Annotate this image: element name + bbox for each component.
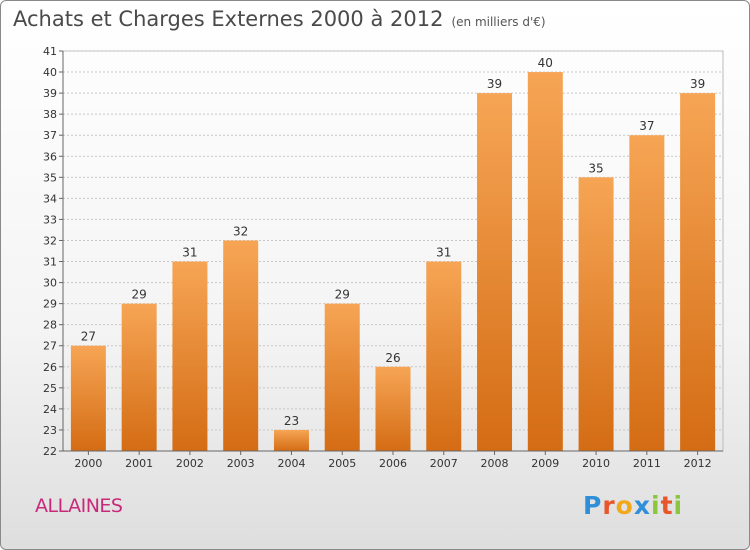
y-tick-label: 39 (43, 87, 57, 100)
y-tick-label: 26 (43, 361, 57, 374)
x-tick-label-2009: 2009 (531, 457, 559, 470)
y-tick-label: 24 (43, 403, 57, 416)
y-tick-label: 28 (43, 319, 57, 332)
y-tick-label: 40 (43, 66, 57, 79)
x-tick-label-2006: 2006 (379, 457, 407, 470)
y-tick-label: 34 (43, 192, 57, 205)
x-tick-label-2005: 2005 (328, 457, 356, 470)
y-tick-label: 31 (43, 256, 57, 269)
bar-2003 (223, 240, 259, 451)
data-label-2009: 40 (538, 56, 553, 70)
logo-letter: t (660, 491, 674, 520)
bar-2012 (680, 93, 716, 452)
logo-letter: i (651, 491, 661, 520)
y-tick-label: 27 (43, 340, 57, 353)
bar-2007 (426, 261, 462, 451)
x-tick-label-2001: 2001 (125, 457, 153, 470)
proxiti-logo: Proxiti (583, 491, 683, 520)
x-tick-label-2012: 2012 (684, 457, 712, 470)
y-tick-label: 41 (43, 45, 57, 58)
data-label-2001: 29 (132, 288, 147, 302)
bars: 27 29 31 32 23 29 26 31 39 40 35 37 39 (70, 56, 716, 452)
data-label-2012: 39 (690, 77, 705, 91)
data-label-2006: 26 (385, 351, 400, 365)
y-tick-label: 22 (43, 445, 57, 458)
logo-letter: r (602, 491, 616, 520)
bar-2002 (172, 261, 208, 451)
logo-letter: P (583, 491, 603, 520)
data-label-2005: 29 (335, 288, 350, 302)
data-label-2002: 31 (182, 246, 197, 260)
bar-2009 (527, 72, 563, 451)
x-tick-label-2008: 2008 (481, 457, 509, 470)
x-tick-label-2007: 2007 (430, 457, 458, 470)
bar-2008 (477, 93, 513, 452)
y-tick-label: 25 (43, 382, 57, 395)
bar-2006 (375, 366, 411, 451)
y-tick-label: 35 (43, 171, 57, 184)
bar-2001 (121, 303, 157, 451)
x-tick-label-2011: 2011 (633, 457, 661, 470)
data-label-2004: 23 (284, 414, 299, 428)
y-tick-label: 23 (43, 424, 57, 437)
bar-2000 (70, 345, 106, 451)
y-tick-label: 36 (43, 150, 57, 163)
x-axis: 2000 2001 2002 2003 2004 2005 2006 2007 2008 2009… (63, 450, 723, 470)
data-label-2010: 35 (588, 161, 603, 175)
y-tick-label: 37 (43, 129, 57, 142)
chart-title-text: Achats et Charges Externes 2000 à 2012 (13, 7, 444, 31)
logo-letter: i (673, 491, 684, 520)
data-label-2000: 27 (81, 330, 96, 344)
y-tick-label: 33 (43, 213, 57, 226)
bar-2005 (324, 303, 360, 451)
y-tick-label: 38 (43, 108, 57, 121)
data-label-2003: 32 (233, 224, 248, 238)
x-tick-label-2000: 2000 (74, 457, 102, 470)
chart-subtitle: (en milliers d'€) (451, 15, 546, 29)
bar-2011 (629, 135, 665, 452)
x-tick-label-2010: 2010 (582, 457, 610, 470)
x-tick-label-2002: 2002 (176, 457, 204, 470)
bar-2010 (578, 177, 614, 451)
x-tick-label-2003: 2003 (227, 457, 255, 470)
bar-2004 (273, 429, 309, 451)
y-tick-label: 30 (43, 277, 57, 290)
commune-name: ALLAINES (35, 495, 123, 517)
logo-letter: x (633, 491, 651, 520)
data-label-2008: 39 (487, 77, 502, 91)
data-label-2011: 37 (639, 119, 654, 133)
logo-letter: o (615, 491, 634, 520)
x-tick-label-2004: 2004 (277, 457, 305, 470)
data-label-2007: 31 (436, 246, 451, 260)
chart-title: Achats et Charges Externes 2000 à 2012 (e… (13, 7, 546, 31)
y-tick-label: 29 (43, 298, 57, 311)
y-axis: 22 23 24 25 26 27 28 29 30 31 32 33 34 35 36 37 38 39 40 41 (43, 45, 64, 458)
y-tick-label: 32 (43, 234, 57, 247)
